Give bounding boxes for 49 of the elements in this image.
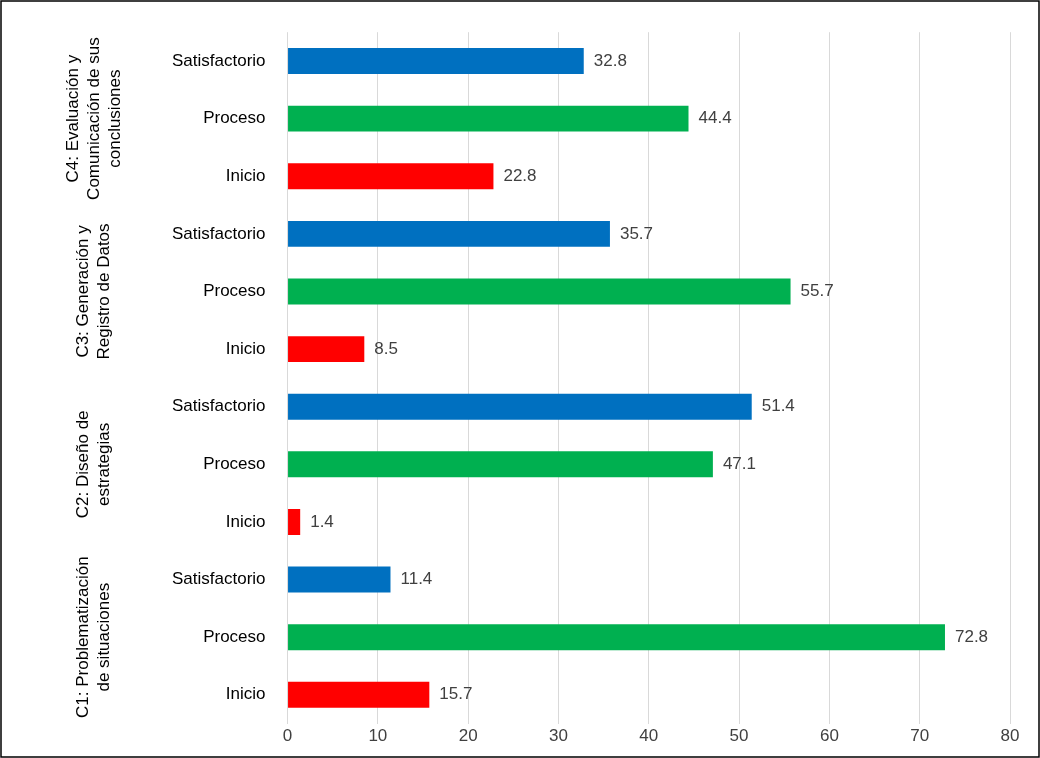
x-tick-label: 10 bbox=[368, 726, 388, 746]
x-tick-label: 30 bbox=[549, 726, 568, 746]
data-label: 8.5 bbox=[374, 338, 398, 358]
bar bbox=[288, 393, 752, 420]
x-tick-label: 50 bbox=[729, 726, 749, 746]
y-tick-label: Inicio bbox=[225, 165, 266, 185]
data-label: 51.4 bbox=[761, 396, 795, 416]
y-tick-label: Satisfactorio bbox=[171, 569, 266, 589]
y-tick-label: Inicio bbox=[225, 338, 266, 358]
bar bbox=[288, 451, 713, 478]
bar bbox=[288, 163, 494, 190]
x-tick-label: 40 bbox=[639, 726, 659, 746]
data-label: 55.7 bbox=[800, 281, 834, 301]
y-tick-label: Proceso bbox=[203, 281, 266, 301]
x-tick-label: 60 bbox=[819, 726, 839, 746]
data-label: 47.1 bbox=[722, 454, 756, 474]
bar bbox=[288, 220, 610, 247]
bar bbox=[288, 508, 301, 535]
data-label: 15.7 bbox=[439, 684, 473, 704]
bar bbox=[288, 48, 584, 74]
y-tick-label: Proceso bbox=[203, 626, 266, 646]
data-label: 32.8 bbox=[593, 50, 627, 70]
bar bbox=[288, 624, 945, 651]
bar bbox=[288, 681, 430, 708]
data-label: 44.4 bbox=[698, 108, 732, 128]
x-tick-label: 80 bbox=[1000, 726, 1020, 746]
data-label: 22.8 bbox=[503, 165, 537, 185]
text: C4: Evaluación y Comunicación de sus conclusiones bbox=[62, 37, 124, 200]
text: C3: Generación y Registro de Datos bbox=[73, 223, 114, 360]
data-label: 11.4 bbox=[400, 569, 433, 589]
y-tick-label: Satisfactorio bbox=[171, 396, 266, 416]
y-tick-label: Satisfactorio bbox=[171, 223, 266, 243]
y-tick-label: Inicio bbox=[225, 511, 266, 531]
x-tick-label: 20 bbox=[458, 726, 478, 746]
bar bbox=[288, 105, 689, 132]
data-label: 35.7 bbox=[619, 223, 654, 243]
y-tick-label: Inicio bbox=[225, 684, 266, 704]
x-tick-label: 0 bbox=[282, 726, 293, 746]
text: C2: Diseño de estrategias bbox=[73, 410, 114, 519]
y-tick-label: Satisfactorio bbox=[171, 50, 266, 70]
y-tick-label: Proceso bbox=[203, 108, 266, 128]
bar bbox=[288, 336, 365, 363]
data-label: 1.4 bbox=[310, 511, 334, 531]
text: C1: Problematización de situaciones bbox=[73, 556, 114, 718]
data-label: 72.8 bbox=[954, 626, 989, 646]
x-tick-label: 70 bbox=[910, 726, 930, 746]
y-tick-label: Proceso bbox=[203, 454, 266, 474]
bar bbox=[288, 566, 391, 593]
bar bbox=[288, 278, 791, 305]
